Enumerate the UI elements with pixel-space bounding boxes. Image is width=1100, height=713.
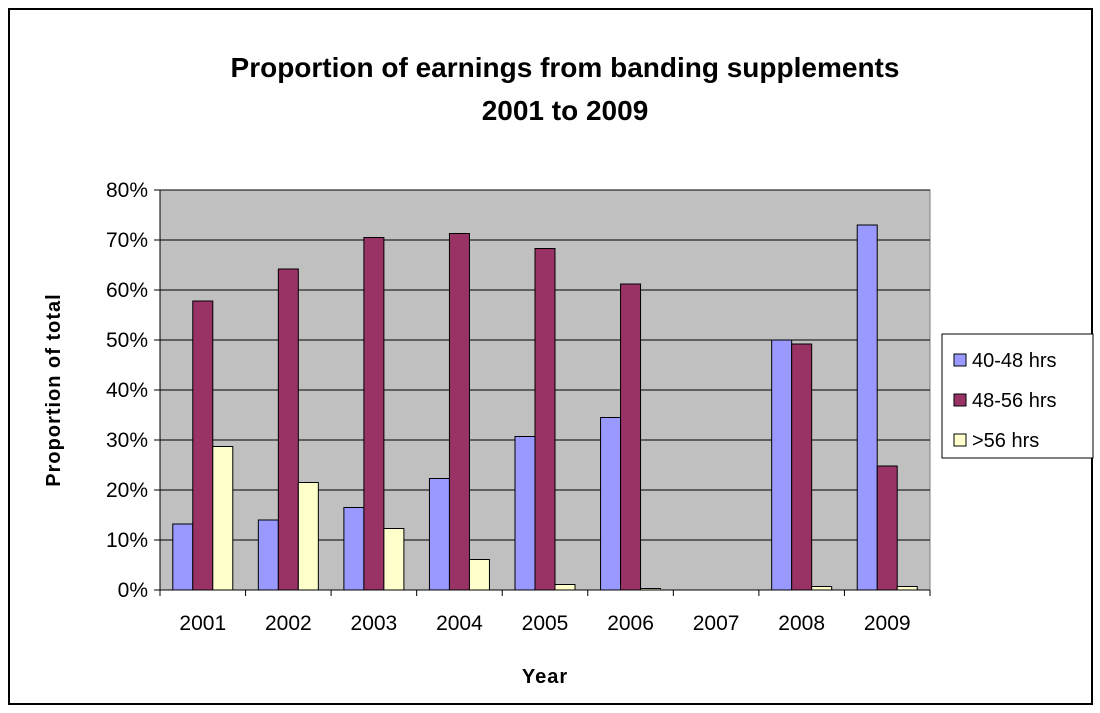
y-tick-label: 50% (106, 329, 148, 352)
bars (172, 224, 918, 591)
bar-40-48-hrs-2004 (428, 478, 450, 591)
x-axis-title: Year (522, 666, 568, 688)
bar-40-48-hrs-2001 (172, 523, 194, 591)
legend-label: 40-48 hrs (972, 350, 1057, 372)
bar-48-56-hrs-2001 (192, 300, 214, 591)
y-tick-label: 70% (106, 229, 148, 252)
x-tick-label: 2004 (436, 612, 483, 635)
x-tick-labels: 2001 2002 2003 2004 2005 2006 2007 2008 2009 (179, 612, 910, 635)
x-tick-label: 2008 (778, 612, 825, 635)
y-tick-labels: 0% 10% 20% 30% 40% 50% 60% 70% 80% (106, 179, 148, 602)
legend-swatch (953, 353, 967, 367)
bar-56-hrs-2001 (212, 446, 234, 591)
bar-56-hrs-2009 (896, 586, 918, 591)
bar-48-56-hrs-2009 (876, 465, 898, 591)
x-tick-label: 2002 (265, 612, 312, 635)
bar-56-hrs-2002 (297, 482, 319, 591)
bar-40-48-hrs-2002 (257, 519, 279, 591)
legend-label: >56 hrs (972, 430, 1039, 452)
bar-56-hrs-2003 (383, 528, 405, 591)
y-tick-label: 20% (106, 479, 148, 502)
x-tick-label: 2009 (864, 612, 911, 635)
x-tick-label: 2003 (351, 612, 398, 635)
legend: 40-48 hrs 48-56 hrs >56 hrs (941, 333, 1094, 459)
chart-frame: Proportion of earnings from banding supp… (8, 8, 1094, 705)
legend-swatch (953, 393, 967, 407)
y-axis-title: Proportion of total (43, 293, 65, 486)
x-tick-label: 2005 (522, 612, 569, 635)
chart-title-line-1: Proportion of earnings from banding supp… (231, 52, 900, 83)
axes (159, 190, 931, 596)
bar-40-48-hrs-2005 (514, 436, 536, 591)
bar-40-48-hrs-2006 (600, 417, 622, 591)
legend-label: 48-56 hrs (972, 390, 1057, 412)
y-tick-label: 40% (106, 379, 148, 402)
bar-40-48-hrs-2008 (771, 339, 793, 591)
legend-swatch (953, 433, 967, 447)
bar-40-48-hrs-2009 (856, 224, 878, 591)
legend-box (941, 333, 1094, 459)
bar-48-56-hrs-2006 (620, 283, 642, 591)
bar-56-hrs-2005 (554, 584, 576, 591)
y-tick-label: 60% (106, 279, 148, 302)
y-tick-label: 0% (118, 579, 148, 602)
bar-48-56-hrs-2008 (791, 343, 813, 591)
bar-48-56-hrs-2004 (448, 233, 470, 591)
y-tick-label: 10% (106, 529, 148, 552)
x-tick-label: 2006 (607, 612, 654, 635)
y-tick-label: 30% (106, 429, 148, 452)
x-tick-label: 2007 (693, 612, 740, 635)
y-tick-label: 80% (106, 179, 148, 202)
bar-40-48-hrs-2003 (343, 507, 365, 591)
bar-56-hrs-2004 (468, 559, 490, 591)
bar-48-56-hrs-2002 (277, 268, 299, 591)
chart-title-line-2: 2001 to 2009 (482, 95, 649, 126)
bar-56-hrs-2008 (811, 586, 833, 591)
bar-chart: Proportion of earnings from banding supp… (43, 52, 1094, 688)
x-tick-label: 2001 (179, 612, 226, 635)
bar-48-56-hrs-2003 (363, 237, 385, 591)
bar-48-56-hrs-2005 (534, 248, 556, 591)
